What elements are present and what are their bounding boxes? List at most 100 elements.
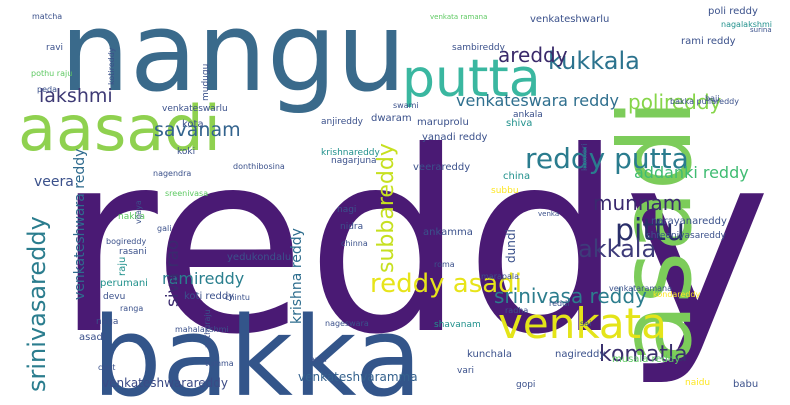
word-venkata: venkata — [498, 299, 667, 348]
word-vari: vari — [457, 366, 474, 376]
word-sreenivasa: sreenivasa — [165, 189, 208, 198]
word-putta: putta — [402, 49, 541, 109]
word-veerareddy: veerareddy — [413, 162, 470, 173]
word-nangu: nangu — [60, 0, 406, 116]
word-subbareddy: subbareddy — [374, 143, 399, 273]
word-donthibosina: donthibosina — [233, 162, 285, 171]
word-shreenivasareddy: shreenivasareddy — [646, 231, 727, 241]
word-venkateswarlu: venkateswarlu — [162, 104, 228, 114]
word-sambireddy: sambireddy — [452, 43, 506, 53]
word-yedukondalu: yedukondalu — [227, 252, 291, 263]
word-kotireddy: kotireddy — [107, 47, 116, 85]
word-tumma: tumma — [205, 359, 234, 368]
word-nidra: nidra — [340, 222, 363, 232]
word-dwaram: dwaram — [371, 113, 412, 124]
word-polireddy: polireddy — [628, 90, 722, 114]
word-bogireddy: bogireddy — [106, 237, 146, 246]
word-reddy-putta: reddy putta — [525, 142, 689, 175]
word-pittu: pittu — [615, 213, 685, 248]
word-matcha: matcha — [32, 12, 62, 21]
word-raju: raju — [117, 257, 128, 276]
word-roma: roma — [434, 260, 455, 269]
word-kota: kota — [182, 119, 204, 130]
word-srinivasa-reddy: srinivasa reddy — [494, 284, 647, 308]
word-gopi: gopi — [516, 380, 535, 390]
word-areddy: areddy — [498, 43, 568, 67]
word-anjireddy: anjireddy — [321, 117, 364, 127]
word-kondareddy: kondareddy — [653, 290, 700, 299]
word-swami: swami — [393, 101, 419, 110]
word-addanki-reddy: addanki reddy — [634, 163, 749, 182]
word-rasani: rasani — [119, 247, 147, 257]
word-savanam: savanam — [154, 119, 241, 141]
word-musala-reddy: musala reddy — [612, 354, 680, 365]
word-baji: baji — [705, 94, 719, 103]
word-babu: babu — [733, 379, 758, 390]
word-venkata-ramana: venkata ramana — [430, 13, 487, 21]
word-sai: sai — [580, 319, 591, 328]
word-reddy: reddy — [55, 98, 771, 389]
word-china: china — [503, 171, 530, 182]
word-lakshmi: lakshmi — [39, 85, 113, 107]
word-ankamma: ankamma — [423, 227, 473, 238]
word-vijaya: vijaya — [134, 200, 143, 224]
word-venkataramana: venkataramana — [609, 284, 672, 293]
word-koti-reddy: koti reddy — [184, 291, 234, 302]
word-yanadi-reddy: yanadi reddy — [422, 132, 488, 143]
word-gali: gali — [157, 224, 171, 233]
word-naga: naga — [96, 317, 118, 327]
word-venka: venka — [538, 210, 559, 218]
word-aasadi: aasadi — [18, 92, 221, 165]
word-nageswara: nageswara — [325, 319, 369, 328]
word-marapala: marapala — [481, 272, 519, 281]
word-devu: devu — [103, 292, 125, 302]
word-kumari: kumari — [580, 143, 589, 171]
word-venkateshwara-reddy: venkateshwara reddy — [72, 149, 88, 300]
word-peda: peda — [37, 85, 57, 94]
word-chinna: chinna — [341, 239, 368, 248]
word-cloud-words: reddynangubakkaaasadiputtaasadivenkatare… — [18, 0, 772, 405]
word-perumani: perumani — [100, 278, 148, 289]
word-veera: veera — [34, 174, 74, 190]
word-nagendra: nagendra — [153, 169, 191, 178]
word-kukkala: kukkala — [548, 47, 640, 75]
word-reddy-asadi: reddy asadi — [370, 269, 522, 299]
word-rami-reddy: rami reddy — [681, 36, 736, 47]
word-bakka-pullareddy: bakka pullareddy — [670, 97, 739, 106]
word-subbu: subbu — [491, 186, 519, 196]
word-venkateshvaramma: venkateshvaramma — [298, 370, 418, 384]
word-nakka: nakka — [118, 212, 145, 222]
word-asadi: asadi — [79, 332, 106, 343]
word-pothuraju: pothuraju — [203, 309, 212, 348]
word-narayanareddy: narayanareddy — [651, 216, 727, 227]
word-venkateshwarlu: venkateshwarlu — [530, 14, 609, 25]
word-nagireddy: nagireddy — [555, 349, 605, 360]
word-nagarjuna: nagarjuna — [331, 156, 377, 166]
word-koki: koki — [177, 147, 195, 157]
word-ranga: ranga — [120, 304, 143, 313]
word-naidu: naidu — [685, 378, 710, 388]
word-nagi: nagi — [337, 205, 356, 215]
word-anki: anki — [310, 355, 327, 364]
word-surina: surina — [750, 26, 772, 34]
word-kunchala: kunchala — [467, 349, 512, 360]
word-ravi: ravi — [46, 43, 63, 53]
word-komatla: komatla — [599, 342, 688, 367]
word-akkala: akkala — [578, 235, 656, 263]
word-mahalakshmi: mahalakshmi — [175, 325, 229, 334]
word-maruprolu: maruprolu — [417, 117, 469, 128]
word-ankala: ankala — [513, 110, 543, 120]
word-dundi: dundi — [504, 229, 518, 263]
word-reddi: reddi — [549, 299, 569, 308]
word-mudugu: mudugu — [201, 64, 211, 101]
word-bakka: bakka — [92, 293, 422, 405]
word-venkateswara-reddy: venkateswara reddy — [456, 91, 619, 110]
word-radha: radha — [505, 306, 528, 315]
word-venkateshwarareddy: venkateshwarareddy — [102, 376, 228, 390]
word-pothu-raju: pothu raju — [31, 69, 72, 78]
word-chintu: chintu — [225, 293, 250, 302]
word-ramireddy: ramireddy — [162, 269, 244, 288]
word-shavanam: shavanam — [434, 320, 481, 330]
